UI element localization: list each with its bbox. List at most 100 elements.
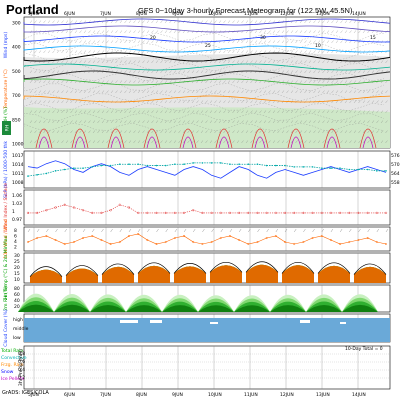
wind-barb: [209, 90, 213, 94]
wind-barb: [308, 120, 312, 124]
wind-barb: [164, 110, 168, 114]
date-label-bottom: 6JUN: [64, 392, 75, 398]
thickness-point: [137, 163, 139, 166]
wind-barb: [70, 60, 73, 64]
wind-speed-point: [27, 240, 30, 243]
wind-barb: [47, 100, 51, 104]
wind-barb: [385, 120, 388, 124]
wind-barb: [52, 40, 55, 44]
wind-barb: [214, 60, 217, 64]
wind-speed-point: [329, 238, 332, 241]
lifted-index-line: [28, 204, 386, 214]
lifted-index-point: [348, 211, 351, 214]
wind-barb: [43, 140, 46, 144]
temperature-contour: [23, 78, 391, 86]
wind-barb: [362, 30, 366, 34]
rh-band: [18, 304, 54, 312]
wind-barb: [79, 130, 82, 134]
wind-barb: [362, 100, 366, 104]
wind-barb: [92, 120, 96, 124]
wind-barb: [295, 60, 298, 64]
wind-contour-label: 25: [205, 43, 211, 49]
thickness-point: [183, 163, 185, 166]
wind-barb: [380, 60, 384, 64]
thickness-point: [192, 162, 195, 164]
wind-barb: [38, 100, 42, 104]
wind-barb: [97, 120, 100, 124]
wind-speed-point: [219, 236, 222, 239]
wind-barb: [254, 60, 258, 64]
surface-wind-barb: [385, 228, 389, 233]
wind-barb: [106, 80, 109, 84]
wind-barb: [367, 100, 370, 104]
lifted-index-point: [302, 211, 305, 214]
wind-barb: [308, 40, 312, 44]
wind-barb: [70, 120, 73, 124]
surface-wind-barb: [312, 228, 315, 233]
wind-barb: [61, 100, 64, 104]
wind-barb: [110, 60, 114, 64]
wind-barb: [344, 140, 348, 144]
wind-barb: [326, 60, 330, 64]
wind-barb: [65, 40, 69, 44]
lifted-index-point: [238, 211, 241, 214]
wind-barb: [223, 120, 226, 124]
wind-barb: [169, 60, 172, 64]
wind-barb: [124, 70, 127, 74]
wind-barb: [209, 70, 213, 74]
wind-barb: [250, 110, 253, 114]
wind-barb: [142, 30, 145, 34]
surface-wind-barb: [128, 228, 132, 233]
wind-barb: [385, 90, 388, 94]
surface-wind-barb: [183, 228, 187, 233]
wind-barb: [88, 90, 91, 94]
wind-speed-point: [109, 242, 112, 245]
wind-barb: [88, 60, 91, 64]
wind-barb: [115, 140, 118, 144]
wind-contour: [23, 70, 391, 80]
rh-band: [126, 305, 162, 312]
wind-barb: [47, 20, 51, 24]
wind-barb: [304, 140, 307, 144]
wind-barb: [290, 110, 294, 114]
wind-barb: [272, 60, 276, 64]
surface-temp-contour: [143, 128, 161, 149]
thickness-point: [82, 167, 84, 169]
wind-barb: [259, 20, 262, 24]
date-label-top: 11JUN: [244, 11, 258, 17]
wind-barb: [106, 60, 109, 64]
surface-wind-barb: [147, 228, 150, 233]
wind-barb: [191, 70, 195, 74]
wind-barb: [376, 130, 379, 134]
wind-barb: [101, 30, 105, 34]
wind-barb: [133, 90, 136, 94]
wind-barb: [47, 70, 51, 74]
wind-barb: [137, 30, 141, 34]
wind-speed-point: [63, 242, 66, 245]
wind-barb: [151, 30, 154, 34]
thickness-point: [357, 168, 360, 171]
wind-barb: [196, 70, 199, 74]
wind-barb: [358, 100, 361, 104]
wind-barb: [254, 40, 258, 44]
wind-speed-tick: 6: [14, 234, 17, 240]
wind-barb: [146, 80, 150, 84]
rh-band: [90, 304, 126, 312]
thickness-point: [155, 164, 158, 167]
tmax-curve: [101, 263, 135, 275]
wind-barb: [299, 40, 303, 44]
wind-barb: [326, 20, 330, 24]
wind-barb: [65, 60, 69, 64]
wind-barb: [268, 130, 271, 134]
wind-barb: [281, 60, 285, 64]
wind-speed-point: [385, 242, 388, 245]
wind-barb: [313, 80, 316, 84]
wind-barb: [349, 110, 352, 114]
wind-barb: [124, 130, 127, 134]
wind-barb: [367, 60, 370, 64]
wind-barb: [164, 130, 168, 134]
wind-barb: [299, 130, 303, 134]
wind-barb: [79, 140, 82, 144]
wind-barb: [286, 90, 289, 94]
wind-barb: [178, 120, 181, 124]
